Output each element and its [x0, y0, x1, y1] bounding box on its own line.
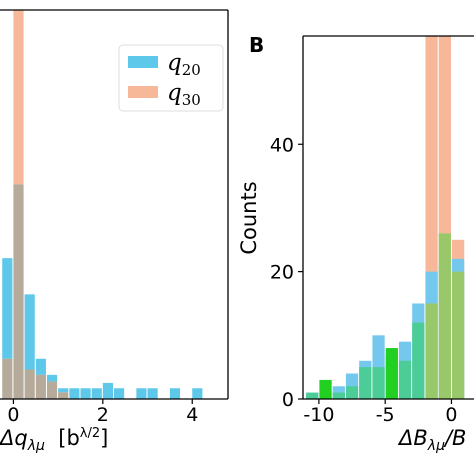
panel-b-bar-green: [385, 348, 398, 399]
panel-a-bar-q20: [2, 258, 13, 359]
panel-a-bar-overlap: [46, 381, 58, 399]
panel-a-bar-q20: [80, 388, 91, 399]
panel-b-y-tick-label: 20: [270, 262, 294, 284]
panel-b-bar-green: [359, 367, 372, 399]
panel-b-y-tick-label: 40: [270, 134, 294, 156]
panel-b-x-tick-label: -10: [303, 404, 334, 426]
panel-a-bar-q20: [147, 388, 158, 399]
panel-b-x-tick-label: -5: [376, 404, 395, 426]
panel-a-bar-overlap: [24, 369, 35, 399]
panel-b-bar-green: [332, 392, 345, 399]
panel-b-bar-green: [398, 360, 412, 399]
panel-a-bar-q20: [114, 388, 125, 399]
panel-a-bar-q20: [24, 294, 35, 370]
panel-b-bar-green: [345, 386, 359, 399]
panel-b-x-tick-label: 0: [445, 404, 457, 426]
panel-a-bar-overlap: [13, 184, 24, 399]
panel-a-bar-overlap: [2, 358, 13, 399]
panel-a-bar-q20: [35, 358, 46, 375]
panel-a-x-tick-label: 0: [7, 404, 19, 426]
panel-b-y-tick-label: 0: [282, 389, 294, 411]
panel-b-bar-green: [425, 303, 438, 399]
panel-a-bar-q20: [69, 388, 80, 399]
panel-a-bar-overlap: [58, 392, 69, 399]
panel-a-bar-q20: [46, 374, 58, 382]
panel-b-y-label: Counts: [237, 181, 261, 254]
panel-a-x-label: Δqλμ [bλ/2]: [0, 426, 108, 454]
panel-a-x-tick-label: 2: [97, 404, 109, 426]
legend-label-q20: q20: [167, 50, 201, 79]
legend-swatch-q20: [128, 56, 158, 68]
panel-b-x-label: ΔBλμ/B: [397, 426, 466, 454]
panel-b-bar-green: [451, 271, 465, 399]
panel-a-bar-q20: [91, 388, 102, 399]
panel-b-bar-green: [319, 379, 332, 399]
panel-a-bar-q20: [169, 388, 181, 399]
panel-a-bar-q20: [136, 388, 147, 399]
panel-b-bar-green: [372, 367, 385, 399]
panel-b: -10 -5 0 0 20 40 Counts ΔBλμ/B: [237, 35, 474, 454]
panel-a-bar-q20: [192, 388, 203, 399]
panel-b-bar-green: [306, 392, 319, 399]
panel-b-bar-green: [438, 233, 451, 399]
legend-label-q30: q30: [167, 80, 201, 109]
panel-a-bar-q30: [13, 10, 24, 185]
panel-a-bar-q20: [102, 382, 113, 399]
panel-a-bar-q20: [58, 388, 69, 393]
panel-b-letter: B: [249, 33, 264, 57]
panel-a-bar-overlap: [35, 374, 46, 399]
legend-swatch-q30: [128, 86, 158, 98]
panel-b-bar-green: [412, 322, 425, 399]
panel-a-x-tick-label: 4: [186, 404, 198, 426]
